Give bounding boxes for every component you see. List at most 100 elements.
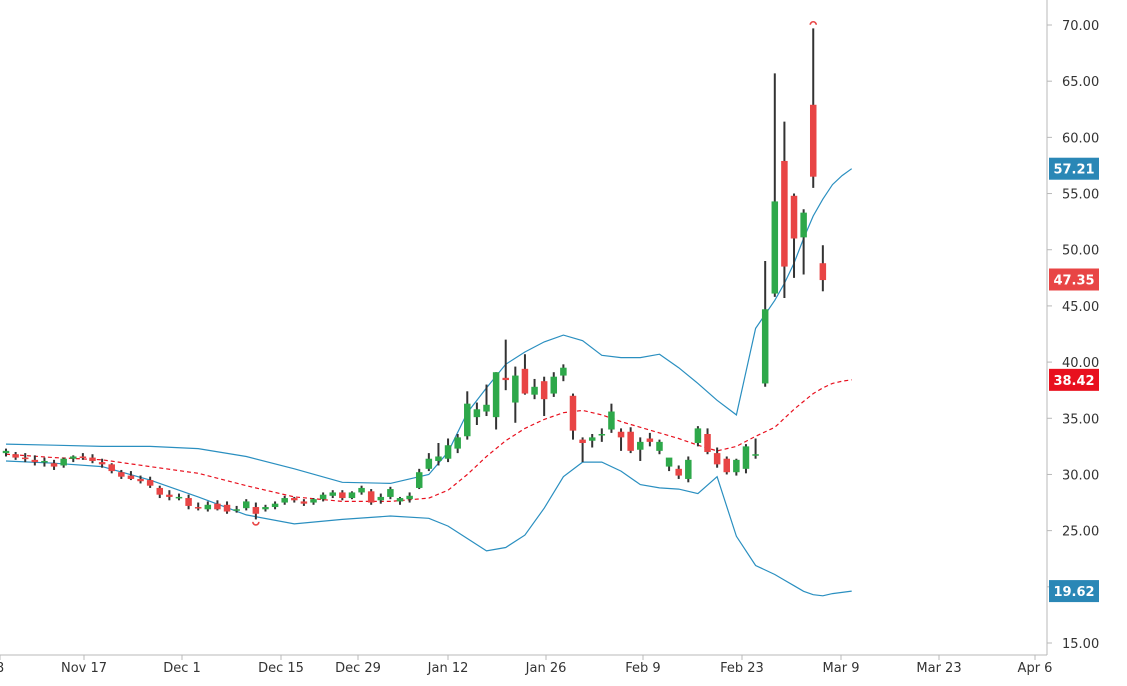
candle[interactable] (98, 458, 106, 468)
candle[interactable] (31, 455, 39, 466)
candle[interactable] (118, 469, 125, 479)
candle[interactable] (675, 465, 682, 479)
upper-band-line (5, 168, 853, 485)
candle[interactable] (146, 476, 154, 488)
candle[interactable] (89, 454, 96, 464)
bollinger-bands (5, 168, 853, 597)
candle[interactable] (454, 434, 461, 454)
candle[interactable] (752, 438, 759, 459)
candle[interactable] (41, 457, 48, 467)
candle[interactable] (377, 493, 385, 504)
candle[interactable] (406, 492, 413, 503)
candle[interactable] (204, 501, 212, 512)
candle[interactable] (598, 428, 606, 442)
candle[interactable] (137, 475, 144, 484)
candle[interactable] (166, 490, 173, 501)
candle[interactable] (175, 493, 183, 501)
candle[interactable] (223, 501, 231, 514)
candle[interactable] (790, 193, 798, 278)
candle[interactable] (473, 402, 481, 426)
x-tick-label: Mar 9 (823, 661, 860, 676)
candle[interactable] (50, 459, 58, 470)
candle[interactable] (358, 485, 365, 495)
candle[interactable] (252, 502, 260, 520)
candle[interactable] (319, 492, 327, 502)
candle[interactable] (281, 495, 288, 505)
candle[interactable] (646, 432, 654, 447)
candle[interactable] (156, 485, 164, 499)
candle[interactable] (569, 393, 577, 440)
candle-body-down (675, 468, 682, 476)
candle[interactable] (502, 339, 509, 391)
candle-body-down (146, 480, 154, 486)
x-tick-label: Nov 17 (61, 661, 107, 676)
candle[interactable] (704, 428, 711, 455)
candle[interactable] (781, 121, 788, 299)
candle[interactable] (108, 463, 115, 474)
candle-body-down (819, 263, 827, 281)
candle[interactable] (531, 378, 538, 400)
candle[interactable] (329, 490, 336, 499)
candle[interactable] (627, 427, 634, 454)
candle[interactable] (579, 437, 586, 463)
candle[interactable] (262, 504, 269, 512)
candle[interactable] (512, 366, 519, 423)
candle[interactable] (809, 28, 817, 188)
candle[interactable] (713, 447, 721, 468)
candle-body-down (98, 462, 106, 465)
candle[interactable] (214, 500, 221, 511)
candle[interactable] (560, 364, 567, 382)
candle[interactable] (415, 468, 423, 490)
candle[interactable] (339, 490, 346, 501)
candle[interactable] (21, 453, 29, 463)
candle[interactable] (608, 403, 615, 433)
candle[interactable] (348, 491, 356, 500)
candle[interactable] (12, 451, 19, 460)
candle[interactable] (521, 354, 529, 395)
candle[interactable] (800, 209, 807, 275)
candle[interactable] (271, 501, 279, 510)
candle[interactable] (637, 437, 644, 461)
candle-body-down (21, 457, 29, 460)
candle[interactable] (243, 499, 250, 511)
candle[interactable] (464, 391, 471, 440)
candle[interactable] (733, 458, 740, 476)
candle[interactable] (291, 496, 298, 503)
candle[interactable] (185, 494, 192, 510)
candle[interactable] (79, 453, 87, 460)
candle[interactable] (367, 489, 375, 505)
candle[interactable] (540, 376, 548, 417)
candle[interactable] (127, 471, 135, 481)
price-badge-label: 57.21 (1053, 163, 1094, 178)
candle[interactable] (819, 245, 827, 292)
axes[interactable]: 15.0020.0025.0030.0035.0040.0045.0050.00… (0, 0, 1099, 676)
candle[interactable] (665, 457, 673, 472)
candle[interactable] (425, 453, 433, 472)
candle[interactable] (492, 372, 500, 430)
candle[interactable] (310, 498, 317, 505)
candle[interactable] (656, 439, 663, 455)
candle[interactable] (396, 496, 404, 505)
candle[interactable] (194, 502, 202, 511)
candle[interactable] (444, 438, 452, 463)
candle-body-down (646, 438, 654, 442)
candle[interactable] (233, 505, 240, 513)
candle[interactable] (300, 499, 308, 506)
candle[interactable] (742, 444, 750, 474)
candle[interactable] (694, 426, 702, 447)
candle[interactable] (685, 456, 692, 483)
candle-body-down (79, 456, 87, 458)
candle[interactable] (60, 457, 67, 468)
candle[interactable] (723, 456, 731, 475)
candle[interactable] (761, 260, 769, 387)
candle[interactable] (617, 428, 625, 451)
candle[interactable] (483, 384, 490, 417)
candle[interactable] (435, 442, 442, 466)
candle[interactable] (588, 434, 596, 448)
candle[interactable] (2, 448, 10, 457)
candle[interactable] (550, 372, 558, 397)
candle[interactable] (771, 73, 779, 297)
candle[interactable] (387, 486, 394, 500)
candle[interactable] (70, 455, 77, 463)
candle-body-down (579, 439, 586, 443)
